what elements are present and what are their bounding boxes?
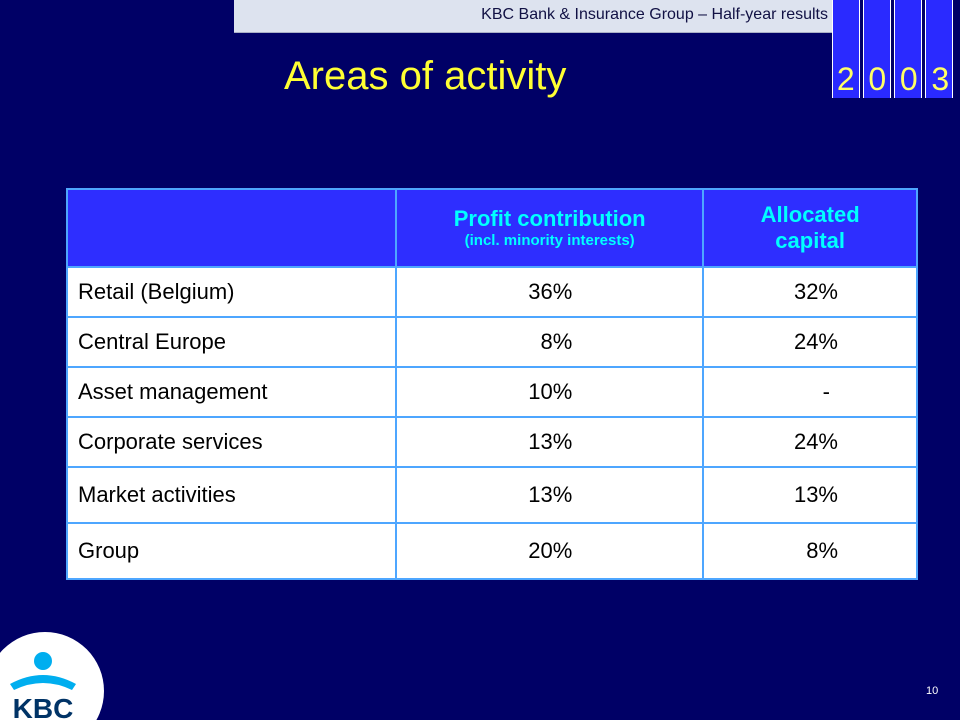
header-cell-profit: Profit contribution (incl. minority inte… xyxy=(394,188,705,268)
kbc-logo-icon: KBC xyxy=(0,632,104,720)
row-capital: - xyxy=(702,366,918,418)
header-bar: KBC Bank & Insurance Group – Half-year r… xyxy=(234,0,834,33)
activity-table: Profit contribution (incl. minority inte… xyxy=(66,188,918,580)
year-digit: 3 xyxy=(931,60,950,97)
header-capital-label: Allocated capital xyxy=(760,202,860,253)
year-digit: 0 xyxy=(899,60,918,97)
row-label: Retail (Belgium) xyxy=(66,266,397,318)
page-number: 10 xyxy=(926,685,939,697)
year-column xyxy=(925,0,953,98)
row-label: Group xyxy=(66,522,397,580)
row-capital: 13% xyxy=(702,466,918,524)
row-profit: 13% xyxy=(394,466,705,524)
slide-title: Areas of activity xyxy=(284,54,567,98)
row-capital: 32% xyxy=(702,266,918,318)
row-profit: 36% xyxy=(394,266,705,318)
year-column xyxy=(832,0,860,98)
year-digit: 2 xyxy=(836,60,855,97)
row-profit: 13% xyxy=(394,416,705,468)
table-row: Asset management 10% - xyxy=(66,366,918,418)
year-digits: 2 0 0 3 xyxy=(830,60,956,98)
row-capital: 8% xyxy=(702,522,918,580)
header-cell-capital: Allocated capital xyxy=(702,188,918,268)
logo-text: KBC xyxy=(13,693,74,720)
header-cell-empty xyxy=(66,188,397,268)
row-profit: 10% xyxy=(394,366,705,418)
table-row: Corporate services 13% 24% xyxy=(66,416,918,468)
year-box: 2 0 0 3 xyxy=(830,0,956,98)
row-profit: 8% xyxy=(394,316,705,368)
row-label: Central Europe xyxy=(66,316,397,368)
row-profit: 20% xyxy=(394,522,705,580)
row-label: Asset management xyxy=(66,366,397,418)
row-label: Market activities xyxy=(66,466,397,524)
year-digit: 0 xyxy=(868,60,887,97)
table-header-row: Profit contribution (incl. minority inte… xyxy=(66,188,918,268)
header-text: KBC Bank & Insurance Group – Half-year r… xyxy=(481,6,828,23)
year-column xyxy=(894,0,922,98)
header-profit-main: Profit contribution xyxy=(453,206,646,231)
table-row: Market activities 13% 13% xyxy=(66,466,918,524)
year-column xyxy=(863,0,891,98)
header-profit-sub: (incl. minority interests) xyxy=(464,232,635,249)
row-label: Corporate services xyxy=(66,416,397,468)
row-capital: 24% xyxy=(702,416,918,468)
table-row: Central Europe 8% 24% xyxy=(66,316,918,368)
row-capital: 24% xyxy=(702,316,918,368)
table-row: Group 20% 8% xyxy=(66,522,918,580)
table-row: Retail (Belgium) 36% 32% xyxy=(66,266,918,318)
